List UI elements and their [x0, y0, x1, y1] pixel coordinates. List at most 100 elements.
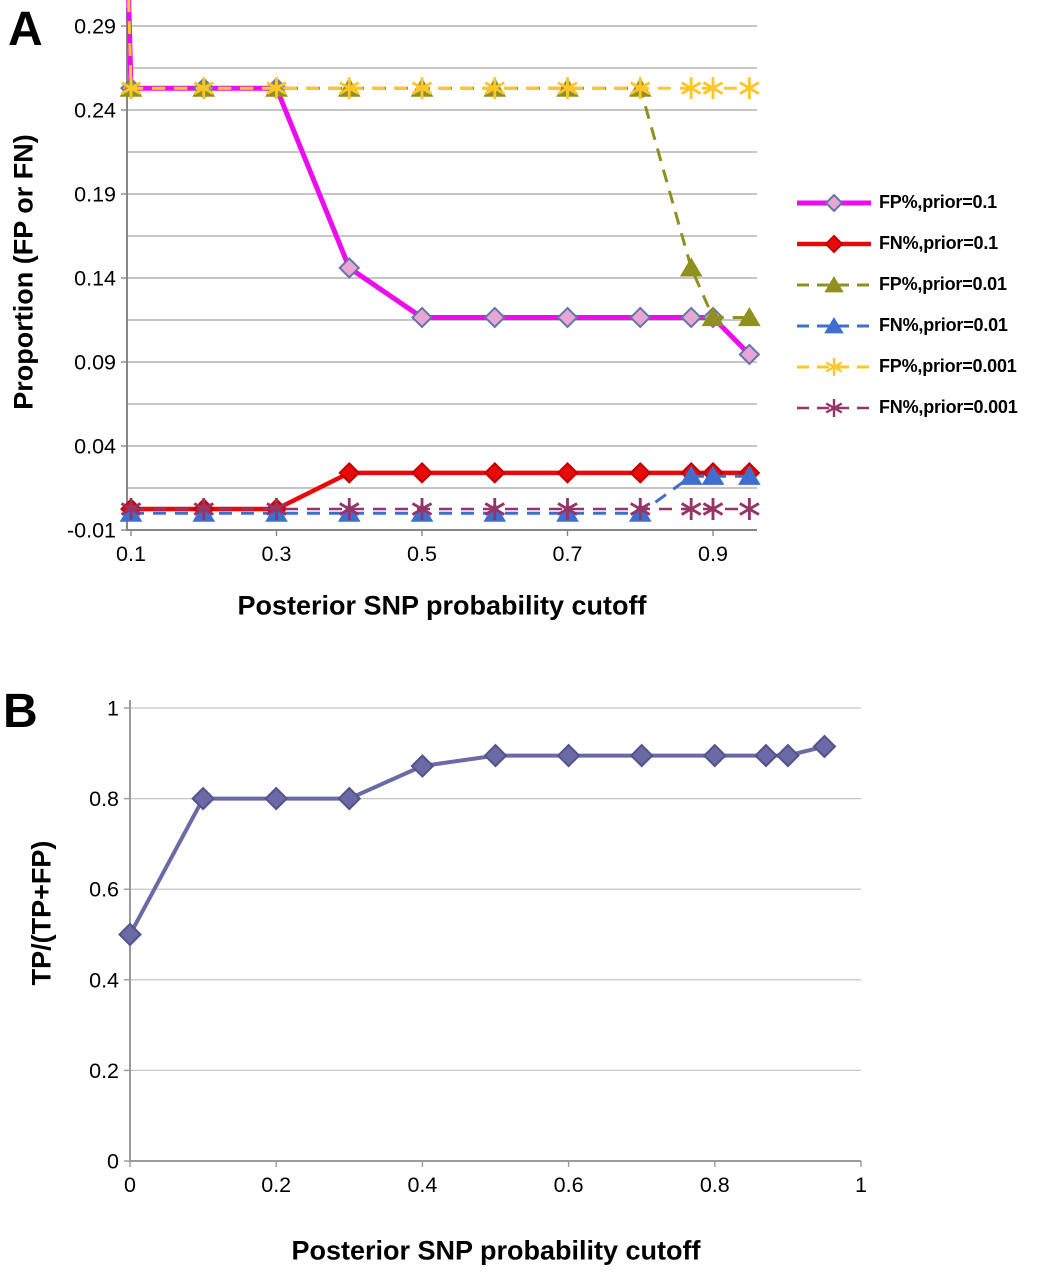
y-tick-label: 0.14	[74, 267, 116, 291]
legend-label: FN%,prior=0.001	[879, 397, 1018, 417]
marker-triangle	[824, 316, 844, 333]
marker-triangle	[824, 275, 844, 292]
marker-diamond	[483, 743, 508, 768]
marker-asterisk	[825, 398, 843, 417]
marker-asterisk	[739, 498, 760, 520]
marker-asterisk	[484, 77, 505, 100]
x-tick-label: 0.2	[261, 1173, 291, 1197]
marker-diamond	[556, 461, 579, 484]
y-tick-label: 0.29	[74, 15, 116, 39]
y-tick-label: -0.01	[67, 519, 116, 543]
marker-diamond	[338, 461, 361, 484]
y-tick-label: 0.6	[89, 878, 119, 902]
marker-asterisk	[193, 77, 214, 100]
y-tick-label: 0.24	[74, 99, 116, 123]
panel-a-legend: FP%,prior=0.1 FN%,prior=0.1 FP%,prior=0.01…	[795, 182, 1018, 428]
marker-diamond	[118, 922, 142, 947]
marker-diamond	[411, 461, 433, 484]
legend-swatch	[797, 357, 871, 376]
panel-a-chart: -0.01 0.04 0.09 0.14 0.19 0.24 0.29 0.1 0.3 0.5 0.…	[67, 0, 761, 566]
legend-swatch	[797, 316, 871, 333]
panel-a-y-axis-title: Proportion (FP or FN)	[8, 134, 39, 410]
legend-item: FP%,prior=0.01	[795, 264, 1018, 305]
legend-swatch	[797, 275, 871, 292]
panel-b-chart: 0 0.2 0.4 0.6 0.8 1 0 0.2 0.4 0.6 0.8 1	[89, 697, 867, 1198]
marker-triangle	[701, 306, 725, 327]
x-tick-label: 0.8	[700, 1173, 730, 1197]
x-tick-label: 0.1	[116, 542, 146, 566]
marker-asterisk	[557, 498, 578, 520]
marker-asterisk	[702, 498, 724, 520]
marker-diamond	[738, 343, 761, 366]
legend-item: FP%,prior=0.1	[795, 182, 1018, 223]
marker-asterisk	[120, 77, 142, 100]
panel-b-x-axis-title: Posterior SNP probability cutoff	[291, 1235, 701, 1266]
y-tick-label: 0	[107, 1150, 119, 1174]
marker-diamond	[629, 306, 652, 329]
series-FN%,prior=0.001	[120, 498, 760, 520]
marker-diamond	[629, 461, 652, 484]
series-FP%,prior=0.1	[120, 0, 761, 366]
legend-swatch	[797, 234, 871, 253]
x-tick-label: 0.5	[407, 542, 437, 566]
panel-b-y-axis-title: TP/(TP+FP)	[26, 840, 57, 986]
marker-triangle	[679, 465, 703, 485]
legend-swatch	[797, 398, 871, 417]
x-tick-label: 1	[855, 1173, 867, 1197]
panel-b-label: B	[3, 685, 38, 738]
series-line	[126, 0, 752, 357]
series-line	[128, 744, 825, 936]
marker-asterisk	[193, 498, 214, 520]
legend-label: FP%,prior=0.01	[879, 274, 1007, 294]
marker-diamond	[812, 734, 837, 759]
marker-asterisk	[120, 498, 142, 520]
marker-diamond	[264, 786, 289, 811]
gridlines	[127, 25, 757, 489]
x-tick-label: 0.6	[554, 1173, 584, 1197]
marker-diamond	[629, 743, 654, 768]
marker-triangle	[701, 465, 725, 485]
x-tick-label: 0.3	[262, 542, 292, 566]
marker-diamond	[337, 786, 362, 811]
marker-diamond	[483, 306, 506, 329]
legend-label: FP%,prior=0.1	[879, 192, 997, 212]
legend-label: FN%,prior=0.01	[879, 315, 1008, 335]
legend-label: FP%,prior=0.001	[879, 356, 1017, 376]
marker-asterisk	[825, 357, 843, 376]
marker-diamond	[410, 754, 435, 778]
marker-diamond	[824, 193, 844, 212]
x-tick-label: 0.7	[553, 542, 583, 566]
marker-asterisk	[702, 77, 724, 100]
y-tick-label: 0.2	[89, 1059, 119, 1083]
marker-asterisk	[630, 77, 651, 100]
marker-diamond	[680, 306, 703, 329]
legend-item: FN%,prior=0.1	[795, 223, 1018, 264]
gridlines	[130, 707, 861, 1072]
marker-asterisk	[411, 498, 433, 520]
marker-triangle	[738, 306, 761, 327]
marker-asterisk	[339, 77, 360, 100]
x-tick-label: 0.4	[407, 1173, 437, 1197]
marker-diamond	[824, 234, 844, 253]
series-FP%,prior=0.001	[120, 0, 760, 100]
marker-asterisk	[739, 77, 760, 100]
marker-diamond	[411, 306, 433, 329]
panel-a-x-axis-title: Posterior SNP probability cutoff	[237, 590, 647, 621]
y-tick-label: 0.8	[89, 787, 119, 811]
series-TP/(TP+FP)	[118, 734, 837, 947]
marker-diamond	[754, 743, 778, 768]
marker-diamond	[191, 786, 216, 811]
legend-swatch	[797, 193, 871, 212]
series-line	[127, 0, 750, 90]
y-tick-label: 0.04	[74, 435, 116, 459]
panel-a-label: A	[8, 3, 43, 56]
y-tick-label: 0.4	[89, 968, 119, 992]
legend-item: FN%,prior=0.001	[795, 387, 1018, 428]
marker-asterisk	[411, 77, 433, 100]
marker-asterisk	[557, 77, 578, 100]
y-tick-label: 0.09	[74, 351, 116, 375]
marker-asterisk	[680, 77, 702, 100]
x-tick-label: 0	[124, 1173, 136, 1197]
legend-label: FN%,prior=0.1	[879, 233, 998, 253]
